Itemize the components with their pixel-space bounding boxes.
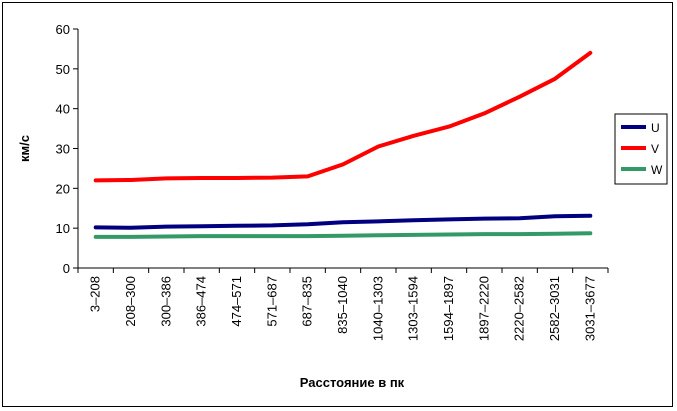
- x-axis-ticks: 3–208 208–300 300–386 386–474 474–571 571–687…: [77, 268, 609, 341]
- x-tick-label: 300–386: [158, 276, 173, 327]
- y-tick-label: 30: [56, 142, 70, 157]
- y-tick-label: 50: [56, 62, 70, 77]
- x-axis-label: Расстояние в пк: [300, 375, 405, 390]
- y-tick-label: 0: [63, 261, 70, 276]
- x-tick-label: 474–571: [229, 276, 244, 327]
- x-tick-label: 3031–3677: [582, 276, 597, 341]
- x-tick-label: 687–835: [300, 276, 315, 327]
- x-tick-label: 1897–2220: [476, 276, 491, 341]
- legend: UVW: [614, 113, 668, 185]
- y-axis-label: км/с: [17, 135, 32, 162]
- legend-label-w: W: [651, 163, 663, 177]
- x-tick-label: 208–300: [123, 276, 138, 327]
- series-line-v: [93, 50, 593, 183]
- x-tick-label: 1303–1594: [406, 276, 421, 341]
- legend-label-v: V: [651, 142, 659, 156]
- series-line-w: [93, 231, 593, 239]
- x-tick-label: 1594–1897: [441, 276, 456, 341]
- y-tick-label: 20: [56, 181, 70, 196]
- x-tick-label: 386–474: [194, 276, 209, 327]
- series-line-u: [93, 213, 593, 230]
- y-tick-label: 10: [56, 221, 70, 236]
- x-tick-label: 2220–2582: [512, 276, 527, 341]
- series-lines: [93, 50, 593, 239]
- x-tick-label: 835–1040: [335, 276, 350, 334]
- legend-label-u: U: [651, 121, 660, 135]
- x-tick-label: 2582–3031: [547, 276, 562, 341]
- y-tick-label: 40: [56, 102, 70, 117]
- y-tick-label: 60: [56, 22, 70, 37]
- x-tick-label: 3–208: [88, 276, 103, 312]
- chart-frame: [2, 2, 673, 407]
- x-tick-label: 571–687: [264, 276, 279, 327]
- y-axis-ticks: 0 10 20 30 40 50 60: [56, 22, 78, 276]
- x-tick-label: 1040–1303: [370, 276, 385, 341]
